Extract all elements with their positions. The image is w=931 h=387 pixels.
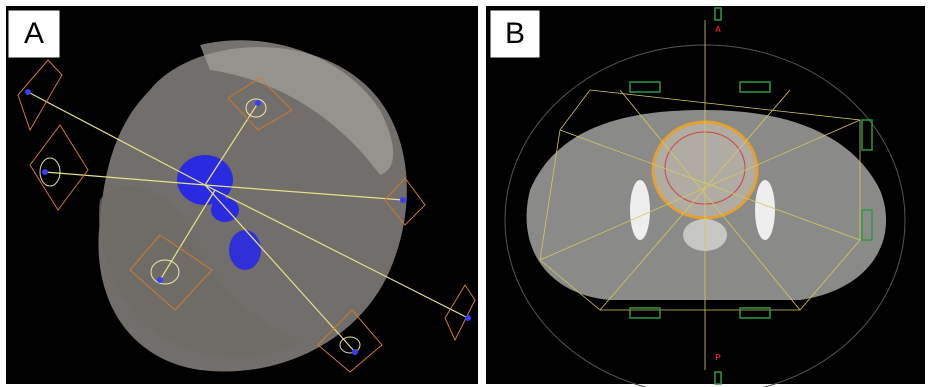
target-volume [229,230,261,270]
orientation-marker: P [715,353,721,362]
target-volume [177,155,233,205]
panel-a: A [6,6,478,384]
figure: A A P B [0,0,931,387]
panel-b: A P B [486,6,925,387]
orientation-marker: A [715,25,721,34]
panel-label: A [24,17,44,50]
panel-label: B [505,17,525,50]
